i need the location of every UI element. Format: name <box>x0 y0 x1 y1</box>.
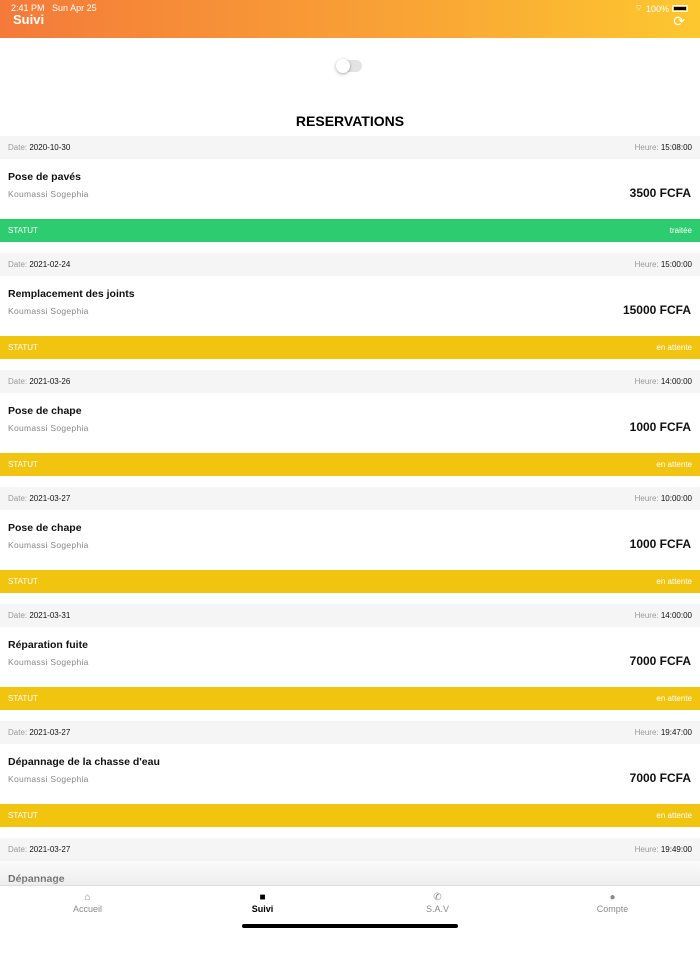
status-value: en attente <box>656 811 692 820</box>
location: Koumassi Sogephia <box>8 189 89 199</box>
reservation-body: Réparation fuite Koumassi Sogephia 7000 F… <box>0 627 700 687</box>
status-value: en attente <box>656 460 692 469</box>
date-bar: Date: 2021-03-27 Heure: 10:00:00 <box>0 487 700 510</box>
refresh-icon[interactable]: ⟳ <box>673 13 685 29</box>
date-bar: Date: 2021-03-27 Heure: 19:47:00 <box>0 721 700 744</box>
reservation-card[interactable]: Date: 2021-02-24 Heure: 15:00:00 Remplac… <box>0 253 700 370</box>
reservation-card[interactable]: Date: 2021-03-31 Heure: 14:00:00 Réparat… <box>0 604 700 721</box>
battery-level: 100% <box>645 3 669 14</box>
reservation-body: Pose de pavés Koumassi Sogephia 3500 FCFA <box>0 159 700 219</box>
status-bar-time: 2:41 PM Sun Apr 25 <box>11 3 97 13</box>
status-bar: STATUT en attente <box>0 570 700 593</box>
reservation-body: Pose de chape Koumassi Sogephia 1000 FCFA <box>0 393 700 453</box>
tab-label: Compte <box>596 904 629 914</box>
time: Heure: 19:47:00 <box>634 728 692 737</box>
location: Koumassi Sogephia <box>8 306 89 316</box>
date: Date: 2021-03-27 <box>8 845 71 854</box>
tab-label: S.A.V <box>425 904 449 914</box>
section-title: RESERVATIONS <box>295 113 405 129</box>
time: Heure: 14:00:00 <box>634 611 692 620</box>
date: Date: 2021-02-24 <box>8 260 71 269</box>
status-bar: STATUT en attente <box>0 453 700 476</box>
status-value: en attente <box>656 577 692 586</box>
location: Koumassi Sogephia <box>8 774 89 784</box>
reservation-body: Remplacement des joints Koumassi Sogephia… <box>0 276 700 336</box>
service-name: Remplacement des joints <box>8 288 135 300</box>
tab-suivi[interactable]: ■ Suivi <box>175 886 350 934</box>
reservation-card[interactable]: Date: 2021-03-27 Heure: 19:47:00 Dépanna… <box>0 721 700 838</box>
date-bar: Date: 2021-03-31 Heure: 14:00:00 <box>0 604 700 627</box>
date: Date: 2021-03-27 <box>8 494 71 503</box>
status-label: STATUT <box>8 226 38 235</box>
page-title: Suivi <box>13 12 45 27</box>
date: Date: 2020-10-30 <box>8 143 71 152</box>
price: 3500 FCFA <box>629 186 691 200</box>
filter-toggle[interactable] <box>336 59 362 73</box>
date: Date: 2021-03-31 <box>8 611 71 620</box>
tab-label: Accueil <box>72 904 102 914</box>
status-label: STATUT <box>8 811 38 820</box>
tab-accueil[interactable]: ⌂ Accueil <box>0 886 175 934</box>
tab-label: Suivi <box>251 904 274 914</box>
status-value: traitée <box>669 226 692 235</box>
battery-icon <box>672 5 688 12</box>
location: Koumassi Sogephia <box>8 657 89 667</box>
price: 1000 FCFA <box>629 420 691 434</box>
tab-compte[interactable]: ● Compte <box>525 886 700 934</box>
person-icon: ● <box>609 892 616 903</box>
home-icon: ⌂ <box>84 892 91 903</box>
reservation-card[interactable]: Date: 2020-10-30 Heure: 15:08:00 Pose de… <box>0 136 700 253</box>
reservation-list: Date: 2020-10-30 Heure: 15:08:00 Pose de… <box>0 136 700 955</box>
service-name: Dépannage de la chasse d'eau <box>8 756 160 768</box>
home-indicator <box>242 924 458 928</box>
date-bar: Date: 2021-03-26 Heure: 14:00:00 <box>0 370 700 393</box>
status-label: STATUT <box>8 694 38 703</box>
reservation-card[interactable]: Date: 2021-03-27 Heure: 10:00:00 Pose de… <box>0 487 700 604</box>
status-bar-right: ⌔ 100% <box>634 3 688 14</box>
location: Koumassi Sogephia <box>8 423 89 433</box>
reservation-body: Pose de chape Koumassi Sogephia 1000 FCFA <box>0 510 700 570</box>
status-label: STATUT <box>8 343 38 352</box>
status-value: en attente <box>656 343 692 352</box>
service-name: Pose de chape <box>8 405 82 417</box>
price: 15000 FCFA <box>622 303 691 317</box>
time: Heure: 15:08:00 <box>634 143 692 152</box>
time: Heure: 10:00:00 <box>634 494 692 503</box>
status-bar: STATUT en attente <box>0 804 700 827</box>
phone-icon: ✆ <box>433 892 442 903</box>
status-label: STATUT <box>8 577 38 586</box>
price: 1000 FCFA <box>629 537 691 551</box>
time: Heure: 15:00:00 <box>634 260 692 269</box>
status-value: en attente <box>656 694 692 703</box>
price: 7000 FCFA <box>629 654 691 668</box>
date: Date: 2021-03-26 <box>8 377 71 386</box>
location: Koumassi Sogephia <box>8 540 89 550</box>
date-bar: Date: 2020-10-30 Heure: 15:08:00 <box>0 136 700 159</box>
scroll-fade <box>0 855 700 885</box>
date: Date: 2021-03-27 <box>8 728 71 737</box>
date-bar: Date: 2021-02-24 Heure: 15:00:00 <box>0 253 700 276</box>
tab-bar: ⌂ Accueil ■ Suivi ✆ S.A.V ● Compte <box>0 885 700 934</box>
reservation-body: Dépannage de la chasse d'eau Koumassi Sog… <box>0 744 700 804</box>
status-bar: STATUT en attente <box>0 336 700 359</box>
service-name: Pose de chape <box>8 522 82 534</box>
status-bar: STATUT en attente <box>0 687 700 710</box>
service-name: Pose de pavés <box>8 171 81 183</box>
price: 7000 FCFA <box>629 771 691 785</box>
tab-sav[interactable]: ✆ S.A.V <box>350 886 525 934</box>
wifi-icon: ⌔ <box>634 3 643 13</box>
header: 2:41 PM Sun Apr 25 ⌔ 100% Suivi ⟳ <box>0 0 700 38</box>
reservation-card[interactable]: Date: 2021-03-26 Heure: 14:00:00 Pose de… <box>0 370 700 487</box>
service-name: Réparation fuite <box>8 639 88 651</box>
status-bar: STATUT traitée <box>0 219 700 242</box>
status-label: STATUT <box>8 460 38 469</box>
truck-icon: ■ <box>259 892 266 903</box>
time: Heure: 19:49:00 <box>634 845 692 854</box>
time: Heure: 14:00:00 <box>634 377 692 386</box>
